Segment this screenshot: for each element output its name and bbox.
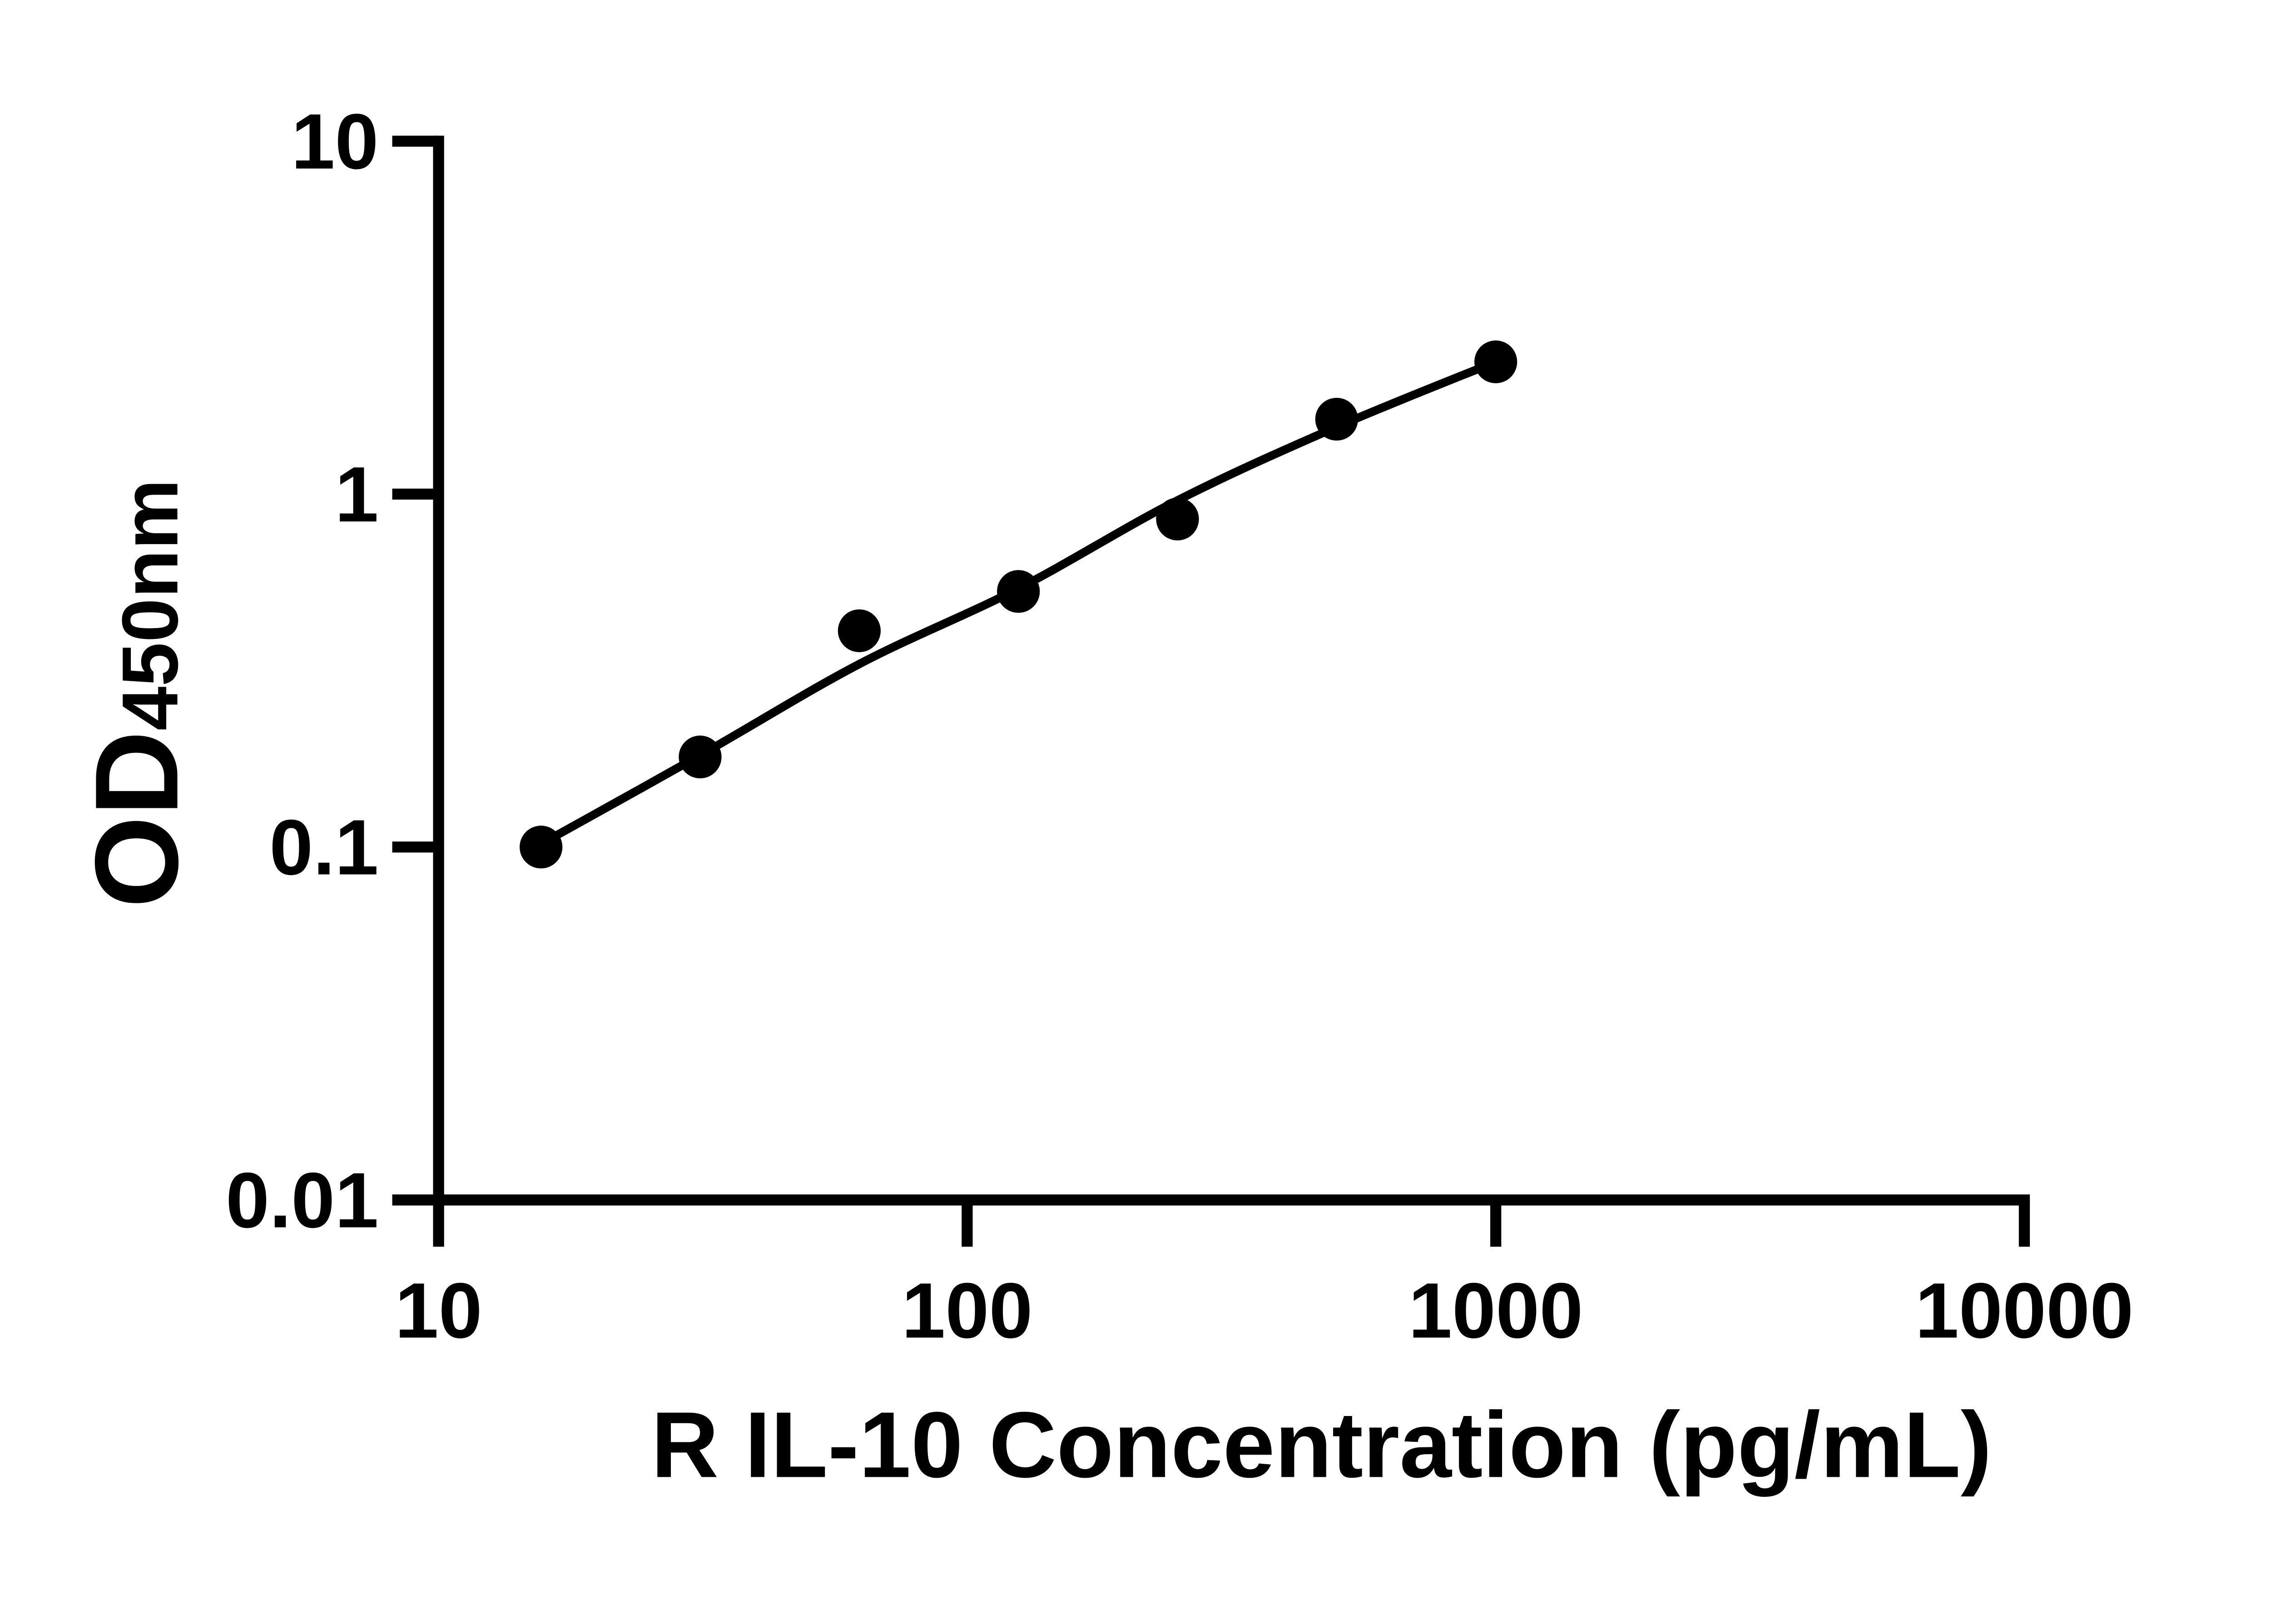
y-axis-title: OD450nm xyxy=(71,479,203,908)
x-axis-ticks xyxy=(433,1200,2030,1247)
data-point xyxy=(1156,497,1199,541)
x-axis-title: R IL-10 Concentration (pg/mL) xyxy=(651,1392,1992,1497)
x-tick-label: 10000 xyxy=(1915,1266,2134,1354)
data-point xyxy=(520,826,563,869)
data-point xyxy=(838,609,881,653)
chart-canvas: 0.01 0.1 1 10 10 100 1000 10000 R IL-10 Concen… xyxy=(70,97,2134,1497)
y-axis-tick-labels: 0.01 0.1 1 10 xyxy=(226,97,379,1244)
axes xyxy=(433,135,2030,1206)
y-tick-label: 10 xyxy=(291,97,378,185)
y-axis-ticks xyxy=(392,135,439,1206)
data-point xyxy=(1315,397,1358,441)
data-point xyxy=(679,735,722,778)
elisa-standard-curve-figure: 0.01 0.1 1 10 10 100 1000 10000 R IL-10 Concen… xyxy=(70,97,2134,1497)
data-points xyxy=(520,340,1517,869)
x-tick-label: 100 xyxy=(902,1266,1033,1354)
y-axis-title-main: OD xyxy=(71,731,203,908)
y-tick-label: 0.01 xyxy=(226,1156,379,1244)
data-point xyxy=(1474,340,1517,383)
x-tick-label: 1000 xyxy=(1408,1266,1583,1354)
y-axis-title-subscript: 450nm xyxy=(106,479,195,731)
data-point xyxy=(997,570,1040,613)
x-tick-label: 10 xyxy=(395,1266,482,1354)
y-tick-label: 1 xyxy=(335,450,378,538)
x-axis-tick-labels: 10 100 1000 10000 xyxy=(395,1266,2133,1354)
y-tick-label: 0.1 xyxy=(269,803,378,891)
